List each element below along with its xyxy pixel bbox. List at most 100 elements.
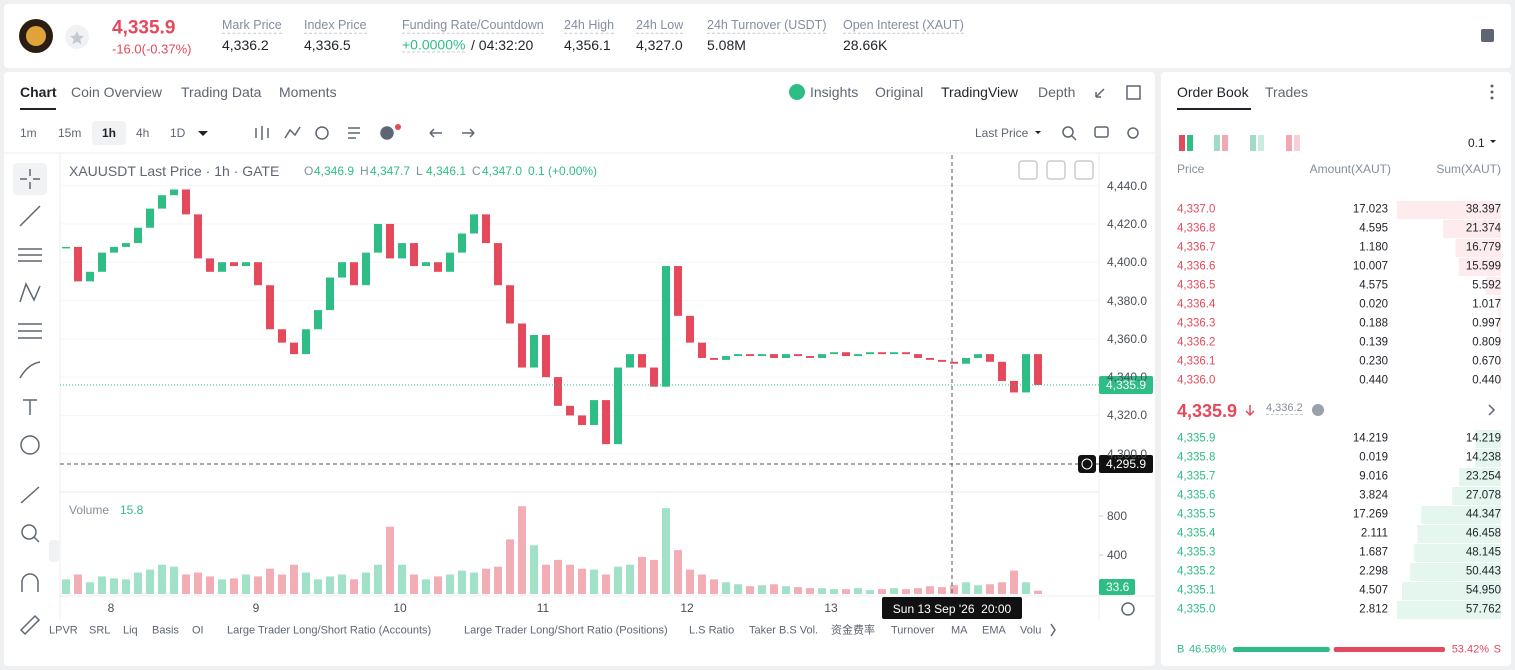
candle-body: [890, 352, 898, 355]
ohlc-value: 4,346.9: [314, 164, 355, 178]
stat-value: +0.0000%: [402, 36, 466, 53]
book-amount: 9.016: [1359, 470, 1388, 483]
book-sum: 38.397: [1465, 203, 1501, 216]
candle-body: [554, 377, 562, 406]
indicator[interactable]: OI: [192, 624, 204, 637]
indicator[interactable]: 资金费率: [831, 624, 875, 637]
book-price: 4,336.2: [1177, 336, 1216, 349]
depth-bar: [1485, 277, 1501, 295]
interval[interactable]: 4h: [136, 126, 150, 140]
book-price: 4,335.0: [1177, 603, 1216, 616]
volume-bar: [710, 579, 718, 594]
volume-bar: [530, 545, 538, 594]
indicator[interactable]: SRL: [89, 624, 111, 637]
indicator[interactable]: Taker B.S Vol.: [749, 624, 819, 637]
candle-body: [698, 342, 706, 358]
indicator[interactable]: Large Trader Long/Short Ratio (Positions…: [464, 624, 668, 637]
interval[interactable]: 15m: [58, 126, 82, 140]
candle-body: [206, 258, 214, 272]
book-amount: 10.007: [1352, 260, 1388, 273]
price-type[interactable]: Last Price: [975, 126, 1029, 140]
candle-body: [962, 357, 970, 364]
volume-bar: [446, 574, 454, 594]
interval[interactable]: 1h: [102, 126, 117, 140]
interval[interactable]: 1D: [170, 126, 186, 140]
book-amount: 1.180: [1359, 241, 1388, 254]
depth-bar: [1417, 525, 1501, 543]
volume-bar: [230, 578, 238, 594]
stat-value: 4,336.2: [222, 37, 269, 53]
chart-tab[interactable]: Coin Overview: [71, 84, 163, 100]
chart-tools[interactable]: [255, 85, 1141, 616]
volume-bar: [938, 587, 946, 594]
volume-bar: [254, 576, 262, 594]
candle-body: [758, 354, 766, 357]
book-layout-icons[interactable]: [1179, 135, 1300, 151]
book-price: 4,336.6: [1177, 260, 1216, 273]
chart-tab[interactable]: Chart: [20, 84, 57, 100]
indicator[interactable]: Liq: [123, 624, 138, 637]
candle-body: [422, 262, 430, 267]
candle-body: [314, 310, 322, 330]
volume-bar: [806, 588, 814, 594]
sell-bar: [1333, 647, 1445, 652]
indicator[interactable]: LPVR: [49, 624, 78, 637]
indicator[interactable]: Large Trader Long/Short Ratio (Accounts): [227, 624, 432, 637]
indicator[interactable]: Turnover: [891, 624, 935, 637]
volume-bar: [206, 576, 214, 594]
x-tick-label: 8: [107, 601, 115, 615]
insights-icon: [789, 84, 805, 100]
collapse-handle[interactable]: [49, 540, 59, 562]
buy-ratio: 46.58%: [1189, 643, 1227, 656]
candle-body: [770, 354, 778, 358]
coin-logo-inner: [26, 26, 46, 46]
view-tab[interactable]: Insights: [810, 84, 859, 100]
view-tab[interactable]: Original: [875, 84, 924, 100]
volume-bar: [830, 589, 838, 594]
stat-label: Index Price: [304, 17, 367, 34]
view-tab[interactable]: TradingView: [941, 84, 1019, 100]
volume-bar: [758, 585, 766, 594]
candle-body: [278, 329, 286, 343]
volume-tick-label: 400: [1107, 547, 1128, 562]
book-tab[interactable]: Trades: [1265, 84, 1309, 100]
book-amount: 1.687: [1359, 546, 1388, 559]
interval-active-bg: [92, 121, 126, 145]
indicator[interactable]: Basis: [152, 624, 179, 637]
candle-body: [86, 271, 94, 282]
book-price: 4,335.4: [1177, 527, 1216, 540]
x-tick-label: 9: [252, 601, 260, 615]
volume-bar: [434, 576, 442, 594]
drawing-tools[interactable]: [18, 169, 42, 636]
header-card: [4, 4, 1511, 68]
indicator[interactable]: Volu: [1020, 624, 1042, 637]
volume-bar: [998, 582, 1006, 594]
interval[interactable]: 1m: [20, 126, 37, 140]
candle-body: [914, 354, 922, 358]
candle-body: [386, 223, 394, 259]
menu-icon[interactable]: [1481, 29, 1494, 42]
book-amount: 0.188: [1359, 317, 1388, 330]
indicator[interactable]: EMA: [982, 624, 1006, 637]
candle-body: [326, 277, 334, 311]
scroll-right[interactable]: [1050, 623, 1056, 637]
dots-menu[interactable]: [1490, 84, 1494, 100]
book-sum: 23.254: [1465, 470, 1501, 483]
candle-body: [926, 357, 934, 360]
depth-bar: [1455, 239, 1501, 257]
indicator[interactable]: L.S Ratio: [689, 624, 735, 637]
last-price-label: 4,335.9: [1106, 377, 1147, 392]
y-tick-label: 4,300.0: [1107, 446, 1148, 461]
precision[interactable]: 0.1: [1468, 136, 1485, 150]
book-price: 4,335.2: [1177, 565, 1216, 578]
volume-bar: [650, 559, 658, 594]
book-amount: 0.230: [1359, 355, 1388, 368]
chevron[interactable]: [1488, 404, 1496, 416]
chart-tab[interactable]: Moments: [279, 84, 337, 100]
x-tick-label: 10: [393, 601, 407, 615]
view-tab[interactable]: Depth: [1038, 84, 1076, 100]
book-amount: 2.111: [1360, 527, 1388, 540]
indicator[interactable]: MA: [951, 624, 968, 637]
book-tab[interactable]: Order Book: [1177, 84, 1249, 100]
chart-tab[interactable]: Trading Data: [181, 84, 262, 100]
